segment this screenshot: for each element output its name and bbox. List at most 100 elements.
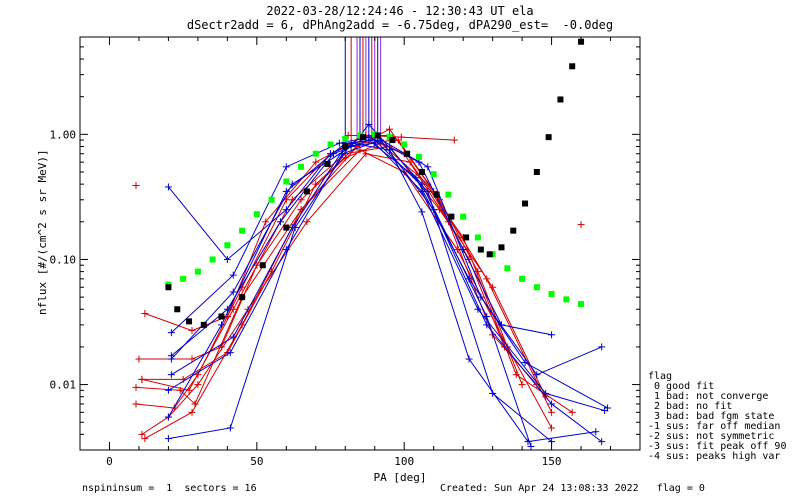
plus-marker [527,442,535,450]
plus-marker [385,125,393,133]
green-fit-point [519,275,526,282]
plus-marker [365,120,373,128]
plus-marker [598,343,606,351]
plus-marker [335,139,343,147]
x-tick-label: 0 [106,455,113,468]
black-fit-point [283,224,290,231]
red-series-line [144,149,553,440]
plus-marker [223,305,231,313]
black-fit-point [448,213,455,220]
x-axis-label: PA [deg] [373,471,427,484]
plus-marker [276,218,284,226]
green-fit-point [268,196,275,203]
axes-layer: 0 50 100 150 0.01 0.10 1.00 [50,36,641,468]
x-tick-label: 50 [250,455,263,468]
green-fit-point [460,213,467,220]
plus-marker [282,206,290,214]
black-fit-point [389,137,396,144]
plus-marker [229,271,237,279]
plus-marker [400,168,408,176]
plus-marker [548,400,556,408]
black-fit-point [433,191,440,198]
legend-entry: 0 good fit [648,381,715,392]
black-fit-point [259,262,266,269]
plus-marker [577,221,585,229]
plus-marker [489,389,497,397]
x-tick-label: 100 [394,455,414,468]
plus-marker [135,355,143,363]
green-fit-point [430,171,437,178]
series-layer [132,37,612,450]
plus-marker [188,408,196,416]
plus-marker [229,288,237,296]
plus-marker [453,246,461,254]
footer-right: Created: Sun Apr 24 13:08:33 2022 flag =… [440,483,705,494]
green-fit-point [312,150,319,157]
plus-marker [329,150,337,158]
black-fit-point [510,227,517,234]
plus-marker [512,371,520,379]
black-fit-point [498,244,505,251]
black-fit-point [186,318,193,325]
plus-marker [548,331,556,339]
plus-marker [291,224,299,232]
plus-marker [474,305,482,313]
black-fit-point [165,284,172,291]
green-fit-point [401,141,408,148]
plus-marker [188,327,196,335]
plus-marker [568,408,576,416]
plus-marker [483,313,491,321]
black-fit-point [463,234,470,241]
red-series-line [141,145,547,397]
green-fit-point [298,163,305,170]
red-series-line [135,128,553,413]
green-fit-point [253,211,260,218]
plus-marker [262,218,270,226]
plus-marker [164,435,172,443]
y-axis-label: nflux [#/(cm^2 s sr MeV)] [36,149,49,315]
blue-series-line [168,136,552,336]
green-fit-point [474,234,481,241]
plus-marker [303,218,311,226]
plus-marker [282,163,290,171]
black-fit-point [174,306,181,313]
legend-entry: 1 bad: not converge [648,391,769,402]
plus-marker [459,246,467,254]
plus-marker [347,142,355,150]
plus-marker [164,413,172,421]
plus-marker [592,428,600,436]
red-series-line [141,153,573,435]
black-fit-point [578,38,585,45]
plus-marker [138,375,146,383]
flag-legend: flag 0 good fit 1 bad: not converge 2 ba… [648,372,786,462]
plus-marker [436,206,444,214]
green-fit-point [563,296,570,303]
plus-marker [164,183,172,191]
footer-left: nspininsum = 1 sectors = 16 [82,483,257,494]
chart-subtitle: dSectr2add = 6, dPhAng2add = -6.75deg, d… [186,18,614,32]
plus-marker [518,381,526,389]
plus-marker [598,438,606,446]
black-fit-point [342,143,349,150]
black-fit-point [324,160,331,167]
blue-series-line [171,139,608,409]
green-fit-point [342,135,349,142]
plus-marker [132,383,140,391]
green-fit-point [445,191,452,198]
black-fit-point [200,321,207,328]
x-tick-label: 150 [542,455,562,468]
plus-marker [312,180,320,188]
green-fit-point [533,284,540,291]
black-fit-point [522,200,529,207]
plus-marker [223,255,231,263]
plus-marker [548,408,556,416]
legend-entry: -3 sus: fit peak off 90 [648,441,787,452]
plot-frame [79,36,641,451]
plus-marker [167,329,175,337]
black-fit-point [557,96,564,103]
black-fit-point [303,188,310,195]
green-fit-point [224,242,231,249]
plus-marker [465,355,473,363]
black-fit-point [569,63,576,70]
black-fit-point [359,134,366,141]
